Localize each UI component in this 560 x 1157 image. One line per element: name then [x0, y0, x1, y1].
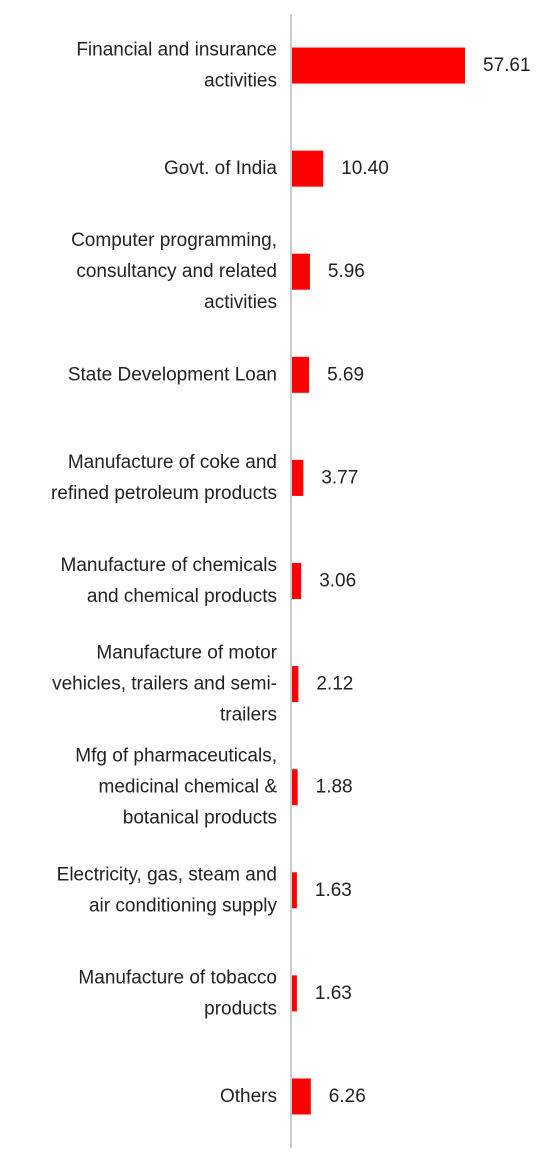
category-label-0-line-1: activities	[204, 71, 277, 92]
category-label-10: Others	[220, 1086, 277, 1107]
value-label-1: 10.40	[341, 158, 389, 179]
category-label-2-line-2: activities	[204, 292, 277, 313]
value-labels-group: 57.61 10.40 5.96 5.69 3.77 3.06 2.12 1.88 1.63 1.…	[315, 55, 531, 1107]
bars-group	[292, 47, 465, 1115]
category-label-7: Mfg of pharmaceuticals, medicinal chemica…	[75, 746, 277, 829]
value-label-9: 1.63	[315, 983, 352, 1004]
category-label-3-line-0: State Development Loan	[68, 364, 277, 385]
value-label-6: 2.12	[316, 674, 353, 695]
category-label-5: Manufacture of chemicals and chemical pro…	[61, 555, 278, 607]
value-label-7: 1.88	[316, 777, 353, 798]
bar-5	[292, 563, 302, 599]
value-label-4: 3.77	[321, 467, 358, 488]
category-labels-group: Financial and insurance activities Govt. o…	[51, 40, 278, 1107]
category-label-1-line-0: Govt. of India	[164, 158, 277, 179]
value-label-0: 57.61	[483, 55, 531, 76]
category-label-1: Govt. of India	[164, 158, 277, 179]
category-label-2: Computer programming, consultancy and rel…	[71, 230, 277, 313]
category-label-9: Manufacture of tobacco products	[78, 967, 277, 1019]
category-label-5-line-1: and chemical products	[87, 586, 277, 607]
category-label-2-line-1: consultancy and related	[76, 261, 277, 282]
bar-9	[292, 975, 297, 1012]
category-label-4: Manufacture of coke and refined petroleum…	[51, 452, 277, 504]
category-label-4-line-1: refined petroleum products	[51, 483, 277, 504]
category-label-8-line-1: air conditioning supply	[89, 895, 278, 916]
category-label-7-line-0: Mfg of pharmaceuticals,	[75, 746, 277, 767]
value-label-5: 3.06	[319, 571, 356, 592]
bar-3	[292, 356, 310, 393]
category-label-8: Electricity, gas, steam and air condition…	[57, 864, 278, 916]
value-label-10: 6.26	[329, 1086, 366, 1107]
value-label-3: 5.69	[327, 364, 364, 385]
bar-2	[292, 253, 310, 290]
category-label-6-line-0: Manufacture of motor	[96, 643, 277, 664]
category-label-3: State Development Loan	[68, 364, 277, 385]
category-label-10-line-0: Others	[220, 1086, 277, 1107]
category-label-2-line-0: Computer programming,	[71, 230, 277, 251]
category-label-9-line-0: Manufacture of tobacco	[78, 967, 277, 988]
bar-0	[292, 47, 465, 84]
bar-7	[292, 769, 298, 806]
category-label-5-line-0: Manufacture of chemicals	[61, 555, 278, 576]
category-label-7-line-2: botanical products	[123, 808, 277, 829]
value-label-8: 1.63	[315, 880, 352, 901]
category-label-6-line-2: trailers	[220, 705, 277, 726]
category-label-6: Manufacture of motor vehicles, trailers a…	[52, 643, 278, 726]
bar-1	[292, 150, 324, 187]
value-label-2: 5.96	[328, 261, 365, 282]
bar-10	[292, 1078, 311, 1115]
category-label-6-line-1: vehicles, trailers and semi-	[52, 674, 277, 695]
category-label-9-line-1: products	[204, 998, 277, 1019]
bar-6	[292, 666, 299, 703]
category-label-0-line-0: Financial and insurance	[76, 40, 277, 61]
category-label-7-line-1: medicinal chemical &	[99, 777, 278, 798]
category-label-8-line-0: Electricity, gas, steam and	[57, 864, 277, 885]
category-label-0: Financial and insurance activities	[76, 40, 277, 92]
category-label-4-line-0: Manufacture of coke and	[68, 452, 277, 473]
bar-4	[292, 459, 304, 496]
bar-8	[292, 872, 297, 909]
